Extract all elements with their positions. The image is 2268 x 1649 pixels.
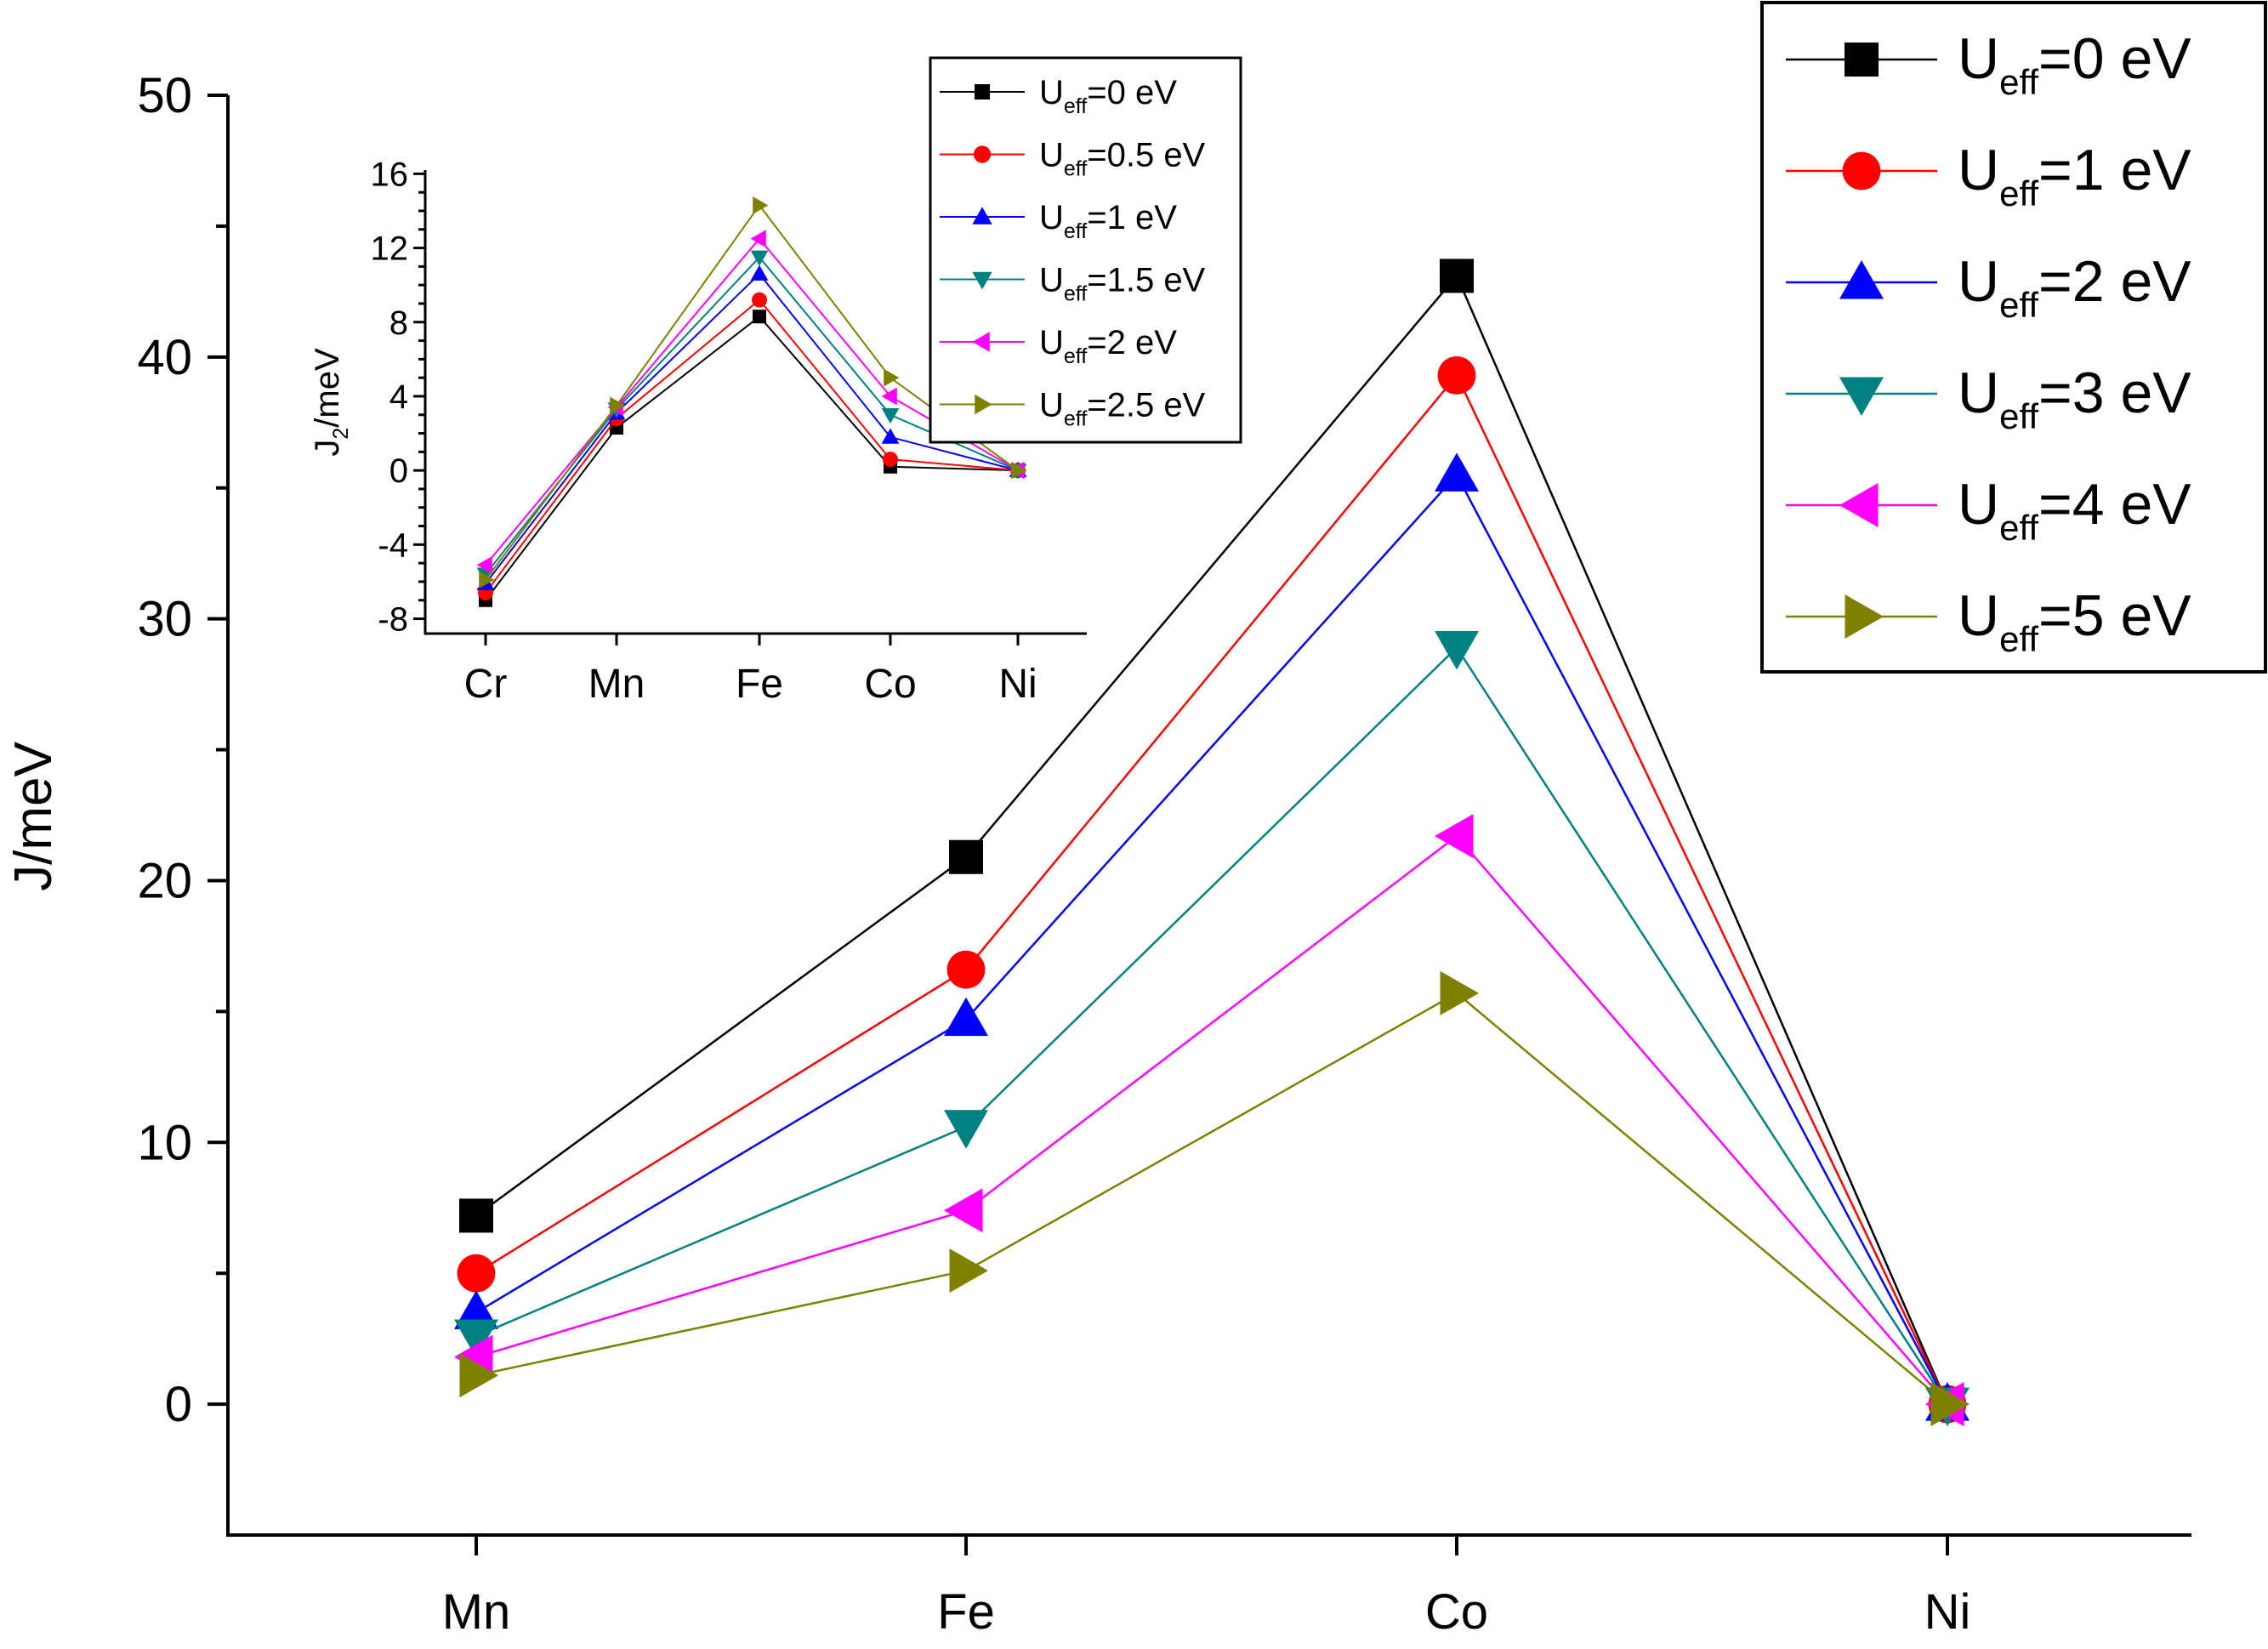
- inset-data-point: [881, 387, 897, 406]
- inset-data-point: [884, 368, 900, 387]
- legend-label: Ueff=0 eV: [1958, 26, 2191, 102]
- legend-box: [1760, 1, 2267, 674]
- inset-legend-label: Ueff=1.5 eV: [1039, 262, 1206, 306]
- inset-y-tick-label: 0: [389, 452, 408, 490]
- inset-data-point: [750, 250, 769, 266]
- series-1: [457, 355, 1967, 1424]
- main-legend: Ueff=0 eV Ueff=1 eV Ueff=2 eV Ueff=3 eV Ueff…: [1760, 1, 2267, 674]
- y-tick-label: 40: [137, 330, 192, 385]
- series-5: [459, 970, 1970, 1427]
- legend-marker: [1845, 594, 1884, 639]
- data-point: [1930, 1382, 1970, 1427]
- inset-y-tick-label: -4: [378, 526, 408, 564]
- inset-legend-marker: [972, 207, 992, 225]
- legend-label: Ueff=4 eV: [1958, 472, 2191, 548]
- y-tick-label: 10: [137, 1115, 192, 1170]
- y-tick-label: 50: [137, 68, 192, 123]
- inset-y-tick-label: 12: [371, 230, 409, 268]
- data-point: [459, 1353, 498, 1398]
- data-point: [944, 997, 988, 1037]
- series-line: [475, 473, 1949, 1405]
- inset-x-tick-label: Co: [864, 662, 916, 707]
- data-point: [949, 1248, 988, 1294]
- series-2: [454, 452, 1970, 1421]
- series-line: [475, 992, 1948, 1406]
- data-point: [944, 1188, 983, 1233]
- y-axis-title: J/meV: [4, 742, 63, 891]
- x-tick-label: Mn: [442, 1584, 511, 1640]
- inset-data-point: [476, 555, 492, 574]
- data-point: [1440, 259, 1474, 293]
- legend-marker: [1839, 483, 1879, 527]
- inset-y-tick-label: 8: [389, 304, 408, 342]
- data-point: [1435, 814, 1474, 859]
- inset-y-tick-label: 4: [389, 378, 408, 416]
- inset-legend-marker: [975, 394, 992, 415]
- legend-marker: [1845, 43, 1879, 77]
- inset-legend-label: Ueff=2.5 eV: [1039, 387, 1206, 431]
- legend-label: Ueff=1 eV: [1958, 138, 2191, 213]
- inset-data-point: [883, 452, 898, 468]
- inset-data-point: [610, 396, 626, 415]
- y-tick-label: 30: [137, 592, 192, 647]
- inset-x-tick-label: Cr: [464, 662, 508, 707]
- y-tick-label: 0: [165, 1377, 192, 1432]
- legend-label: Ueff=5 eV: [1958, 583, 2191, 659]
- x-tick-label: Fe: [937, 1584, 995, 1640]
- inset-legend-box: [929, 56, 1242, 444]
- legend-label: Ueff=3 eV: [1958, 361, 2191, 436]
- inset-data-point: [753, 196, 769, 214]
- inset-plot: -8 -4 0 4 8 12 16 Cr Mn Fe Co Ni J2/meV: [309, 156, 1087, 707]
- series-line: [475, 645, 1949, 1405]
- inset-x-tick-label: Fe: [736, 662, 783, 707]
- inset-legend-marker: [973, 145, 992, 163]
- data-point: [944, 1110, 988, 1149]
- legend-marker: [1839, 377, 1884, 416]
- legend-label: Ueff=2 eV: [1958, 249, 2191, 325]
- inset-y-tick-label: -8: [378, 601, 408, 639]
- inset-legend: Ueff=0 eV Ueff=0.5 eV Ueff=1 eV Ueff=1.5 eV…: [929, 56, 1242, 444]
- data-point: [949, 839, 983, 874]
- data-point: [1435, 452, 1479, 492]
- y-tick-label: 20: [137, 853, 192, 908]
- data-point: [454, 1319, 498, 1359]
- inset-data-point: [881, 428, 900, 444]
- data-point: [454, 1290, 498, 1329]
- inset-data-point: [752, 292, 767, 308]
- series-line: [475, 834, 1948, 1405]
- data-point: [459, 1198, 493, 1233]
- data-point: [457, 1254, 496, 1293]
- inset-data-point: [479, 571, 495, 589]
- inset-y-tick-label: 16: [371, 156, 409, 193]
- inset-x-tick-label: Mn: [588, 662, 645, 707]
- inset-legend-label: Ueff=0 eV: [1039, 74, 1177, 118]
- series-4: [454, 814, 1964, 1427]
- inset-legend-marker: [975, 84, 990, 100]
- inset-legend-label: Ueff=1 eV: [1039, 199, 1177, 243]
- legend-marker: [1839, 260, 1884, 299]
- data-point: [1440, 970, 1479, 1015]
- inset-legend-label: Ueff=0.5 eV: [1039, 137, 1206, 181]
- inset-data-point: [750, 264, 769, 281]
- inset-legend-marker: [972, 271, 992, 290]
- inset-data-point: [1011, 461, 1027, 480]
- data-point: [1437, 355, 1476, 395]
- inset-y-axis-title: J2/meV: [309, 348, 353, 457]
- series-line: [475, 274, 1949, 1405]
- inset-legend-marker: [972, 332, 990, 352]
- inset-data-point: [750, 230, 766, 248]
- x-tick-label: Co: [1425, 1584, 1488, 1640]
- data-point: [1435, 630, 1479, 670]
- inset-data-point: [753, 310, 766, 324]
- inset-x-tick-label: Ni: [998, 662, 1037, 707]
- inset-legend-label: Ueff=2 eV: [1039, 324, 1177, 368]
- series-3: [454, 630, 1970, 1427]
- data-point: [946, 950, 986, 989]
- series-line: [475, 373, 1949, 1405]
- inset-data-point: [881, 407, 900, 424]
- legend-marker: [1842, 151, 1881, 190]
- x-tick-label: Ni: [1924, 1584, 1971, 1640]
